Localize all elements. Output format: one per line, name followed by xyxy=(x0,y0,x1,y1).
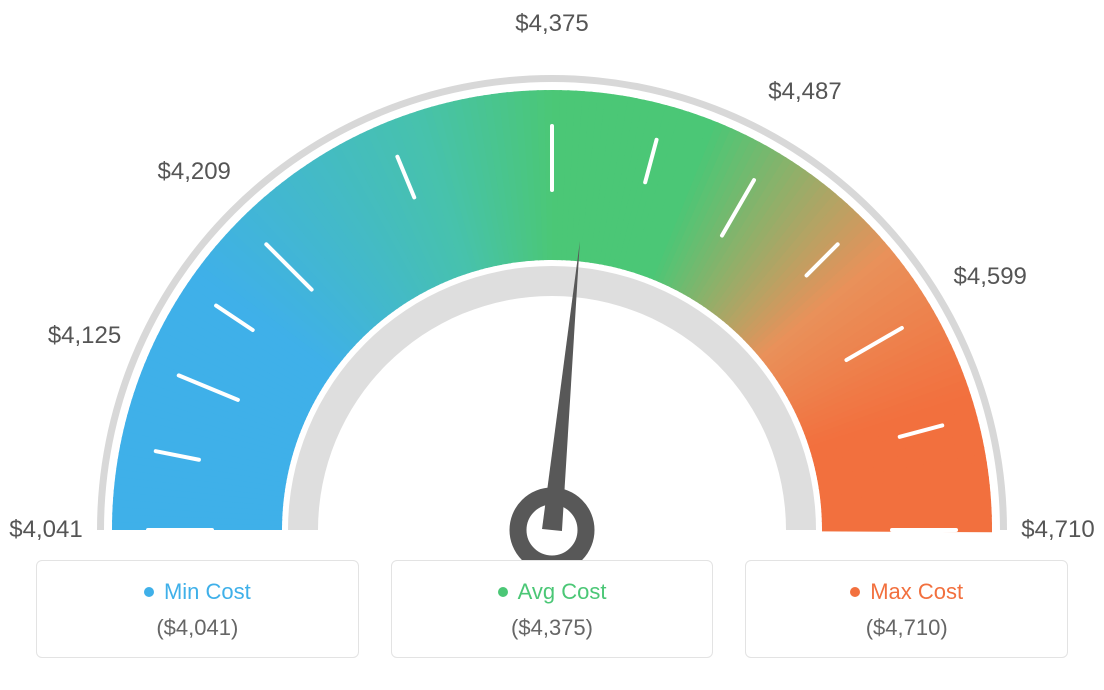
legend-title-max-text: Max Cost xyxy=(870,579,963,605)
legend-dot-min xyxy=(144,587,154,597)
gauge-tick-label: $4,375 xyxy=(515,10,588,38)
legend-card-min: Min Cost ($4,041) xyxy=(36,560,359,658)
legend-value-max: ($4,710) xyxy=(756,615,1057,641)
gauge-tick-label: $4,125 xyxy=(48,322,121,350)
legend-row: Min Cost ($4,041) Avg Cost ($4,375) Max … xyxy=(0,560,1104,678)
gauge-svg xyxy=(0,0,1104,560)
gauge-tick-label: $4,599 xyxy=(954,263,1027,291)
legend-title-avg-text: Avg Cost xyxy=(518,579,607,605)
legend-title-max: Max Cost xyxy=(850,579,963,605)
gauge-chart: $4,041 $4,125 $4,209 $4,375 $4,487 $4,599 $4,7… xyxy=(0,0,1104,560)
legend-card-max: Max Cost ($4,710) xyxy=(745,560,1068,658)
legend-title-min-text: Min Cost xyxy=(164,579,251,605)
legend-title-min: Min Cost xyxy=(144,579,251,605)
gauge-tick-label: $4,041 xyxy=(9,516,82,544)
legend-value-min: ($4,041) xyxy=(47,615,348,641)
gauge-tick-label: $4,209 xyxy=(158,158,231,186)
legend-dot-max xyxy=(850,587,860,597)
legend-title-avg: Avg Cost xyxy=(498,579,607,605)
legend-dot-avg xyxy=(498,587,508,597)
legend-value-avg: ($4,375) xyxy=(402,615,703,641)
legend-card-avg: Avg Cost ($4,375) xyxy=(391,560,714,658)
gauge-tick-label: $4,487 xyxy=(768,78,841,106)
gauge-tick-label: $4,710 xyxy=(1021,516,1094,544)
